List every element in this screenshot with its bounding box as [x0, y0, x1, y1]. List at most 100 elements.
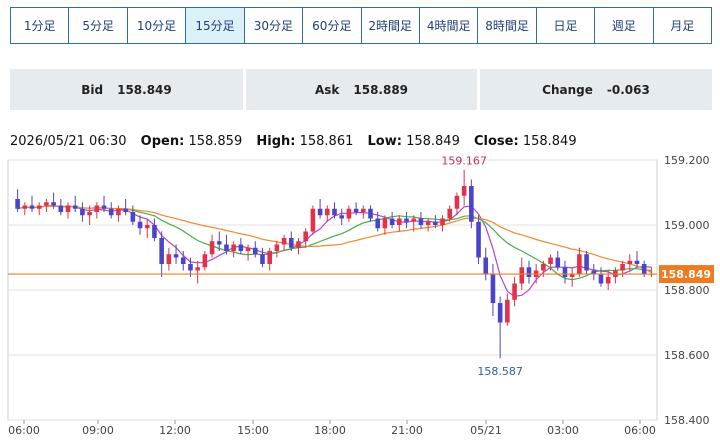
candle-body	[72, 205, 78, 209]
timeframe-tabs: 1分足 5分足 10分足 15分足 30分足 60分足 2時間足 4時間足 8時間足 日足 週足 月足	[10, 7, 712, 44]
candle-body	[80, 208, 85, 216]
current-price-tag	[659, 265, 714, 284]
candle-body	[591, 270, 597, 274]
candle-body	[310, 208, 316, 232]
low-label: Low:	[367, 134, 402, 149]
low-value: 158.849	[406, 134, 460, 149]
candle-body	[425, 221, 431, 225]
bid-panel: Bid 158.849	[10, 69, 243, 110]
candle-body	[483, 257, 489, 274]
candle-body	[541, 264, 546, 271]
ohlc-datetime: 2026/05/21 06:30	[10, 134, 127, 149]
candle-body	[447, 208, 453, 219]
close-label: Close:	[474, 134, 519, 149]
candle-body	[461, 186, 467, 196]
candle-body	[433, 221, 438, 225]
candle-body	[216, 241, 222, 245]
candle-body	[397, 218, 402, 225]
x-tick-label: 21:00	[391, 424, 423, 437]
candle-body	[317, 208, 323, 216]
candle-body	[548, 257, 553, 264]
candle-body	[389, 218, 395, 225]
high-label: High:	[256, 134, 296, 149]
ohlc-readout: 2026/05/21 06:30 Open: 158.859 High: 158…	[10, 134, 577, 149]
tab-9[interactable]: 8時間足	[478, 8, 537, 43]
y-tick-label: 158.400	[664, 414, 710, 427]
tab-4[interactable]: 15分足	[186, 8, 245, 43]
candle-body	[418, 218, 424, 225]
candle-body	[58, 205, 64, 212]
candle-body	[512, 283, 517, 300]
candle-body	[288, 238, 294, 248]
candle-body	[245, 247, 251, 251]
candle-body	[116, 208, 121, 216]
candle-body	[22, 205, 28, 209]
tab-2[interactable]: 5分足	[69, 8, 128, 43]
candle-body	[29, 205, 35, 209]
candle-body	[584, 254, 589, 271]
candle-body	[519, 267, 525, 284]
candle-body	[267, 251, 272, 264]
x-tick-label: 12:00	[159, 424, 191, 437]
y-tick-label: 158.800	[664, 284, 710, 297]
candle-body	[303, 231, 308, 242]
candle-body	[15, 199, 20, 209]
candle-body	[634, 260, 640, 264]
x-tick-label: 18:00	[314, 424, 346, 437]
bid-label: Bid	[81, 82, 104, 97]
candle-body	[231, 244, 236, 251]
tab-3[interactable]: 10分足	[128, 8, 187, 43]
candle-body	[137, 221, 143, 229]
candle-body	[281, 238, 287, 245]
y-tick-label: 159.200	[664, 154, 710, 167]
bid-value: 158.849	[117, 82, 172, 97]
tab-10[interactable]: 日足	[537, 8, 596, 43]
tab-7[interactable]: 2時間足	[362, 8, 420, 43]
candle-body	[44, 202, 49, 206]
candle-body	[641, 264, 647, 274]
candle-body	[274, 244, 280, 251]
candle-body	[569, 273, 575, 277]
candle-body	[562, 267, 568, 277]
candle-body	[440, 218, 445, 225]
candle-body	[469, 186, 474, 222]
candle-body	[224, 244, 229, 251]
candle-body	[375, 218, 381, 229]
candle-body	[324, 208, 330, 216]
y-tick-label: 159.000	[664, 219, 710, 232]
x-tick-label: 03:00	[547, 424, 579, 437]
tab-12[interactable]: 月足	[670, 19, 695, 33]
candle-body	[490, 273, 496, 303]
candle-body	[382, 218, 388, 229]
tab-5[interactable]: 30分足	[245, 8, 304, 43]
candle-body	[368, 208, 373, 219]
price-chart[interactable]: 159.200 159.000 158.800 158.600 158.400 06:00…	[0, 150, 720, 442]
high-annotation: 159.167	[441, 155, 487, 168]
candle-body	[332, 208, 337, 216]
current-price-tag-label: 158.849	[661, 268, 711, 281]
x-tick-label: 15:00	[237, 424, 269, 437]
candle-body	[555, 257, 561, 268]
candle-body	[65, 205, 71, 212]
y-tick-label: 158.600	[664, 349, 710, 362]
candle-body	[144, 225, 150, 229]
candle-body	[130, 212, 136, 222]
candle-body	[605, 277, 611, 284]
tab-1[interactable]: 1分足	[11, 8, 70, 43]
change-label: Change	[542, 82, 593, 97]
candle-body	[238, 244, 244, 251]
candle-body	[339, 215, 345, 219]
ask-label: Ask	[314, 82, 340, 97]
candle-body	[180, 257, 186, 264]
candle-body	[505, 299, 510, 323]
candle-body	[195, 267, 200, 271]
close-value: 158.849	[522, 134, 577, 149]
candle-body	[497, 303, 503, 323]
candle-body	[296, 241, 301, 248]
ask-value: 158.889	[353, 82, 409, 97]
candle-body	[209, 241, 215, 255]
tab-6[interactable]: 60分足	[303, 8, 362, 43]
tab-8[interactable]: 4時間足	[420, 8, 479, 43]
x-tick-label: 06:00	[624, 424, 656, 437]
tab-11[interactable]: 週足	[595, 8, 654, 43]
